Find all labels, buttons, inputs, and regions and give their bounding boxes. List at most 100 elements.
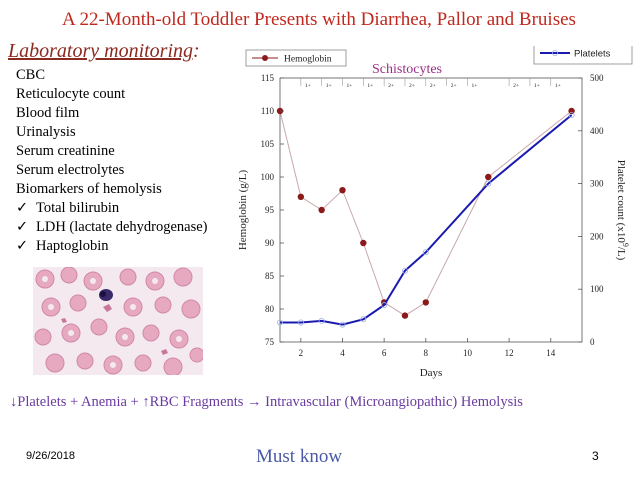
checkmark-icon: ✓: [16, 238, 29, 254]
lab-list-item: Biomarkers of hemolysis: [16, 180, 208, 199]
blood-smear-image: [33, 267, 203, 375]
y-left-tick-label: 105: [261, 139, 275, 149]
footer-note: Must know: [256, 446, 343, 467]
top-marker-label: 2+: [430, 83, 436, 89]
lab-list-item-text: Blood film: [16, 105, 80, 121]
hemoglobin-point: [401, 312, 409, 319]
y-left-tick-label: 110: [261, 106, 275, 116]
y-left-tick-label: 115: [261, 73, 275, 83]
y-right-tick-label: 0: [590, 337, 595, 347]
x-tick-label: 12: [505, 348, 514, 358]
lab-list-item-text: Total bilirubin: [36, 200, 120, 216]
x-tick-label: 14: [546, 348, 556, 358]
y-right-tick-label: 400: [590, 126, 604, 136]
summary-line: ↓Platelets + Anemia + ↑RBC Fragments → I…: [10, 394, 523, 410]
series-layer: [276, 107, 575, 328]
lab-list-item: Serum creatinine: [16, 142, 208, 161]
y-right-axis-label: Platelet count (x109/L): [615, 160, 630, 261]
top-marker-label: 1+: [347, 83, 353, 89]
legend-layer: Hemoglobin Platelets: [245, 46, 633, 67]
y-right-label-suffix: /L): [615, 247, 627, 261]
platelets-point: [360, 316, 367, 323]
platelets-point: [485, 180, 492, 187]
hemoglobin-point: [360, 239, 367, 247]
lab-list-item-text: CBC: [16, 67, 46, 83]
y-right-tick-label: 100: [590, 284, 604, 294]
y-left-tick-label: 100: [261, 172, 275, 182]
x-tick-label: 6: [382, 348, 387, 358]
top-marker-label: 1+: [472, 83, 478, 89]
lab-list-item: Serum electrolytes: [16, 161, 208, 180]
hemoglobin-point: [339, 187, 346, 194]
hemoglobin-line: [279, 110, 572, 317]
top-marker-label: 2+: [388, 83, 394, 89]
lab-list-item-text: Urinalysis: [16, 124, 76, 140]
lab-list-item-text: Serum creatinine: [16, 143, 115, 159]
lab-heading-colon: :: [193, 40, 200, 62]
top-marker-label: 1+: [555, 83, 561, 89]
hemoglobin-legend-label: Hemoglobin: [284, 55, 332, 65]
y-right-label-main: Platelet count (x10: [615, 160, 627, 244]
lab-list-item: ✓ LDH (lactate dehydrogenase): [16, 218, 208, 237]
checkmark-icon: ✓: [16, 219, 29, 235]
top-marker-label: 2+: [409, 83, 415, 89]
footer-date: 9/26/2018: [26, 450, 75, 462]
y-right-tick-label: 200: [590, 231, 604, 241]
x-tick-label: 10: [463, 348, 473, 358]
lab-list-item: ✓ Haptoglobin: [16, 237, 208, 256]
lab-list-item: Urinalysis: [16, 123, 208, 142]
y-left-tick-label: 95: [265, 205, 275, 215]
hemoglobin-legend-marker: [262, 55, 268, 61]
x-tick-label: 4: [340, 348, 345, 358]
lab-list-item-text: Reticulocyte count: [16, 86, 126, 102]
lab-heading: Laboratory monitoring:: [8, 40, 200, 63]
y-left-axis-label: Hemoglobin (g/L): [237, 169, 249, 250]
platelets-legend-label: Platelets: [574, 49, 611, 60]
hemoglobin-legend-box: [245, 49, 347, 67]
y-left-tick-label: 80: [265, 304, 275, 314]
checkmark-icon: ✓: [16, 200, 29, 216]
platelets-point: [277, 319, 284, 326]
hemoglobin-point: [422, 299, 429, 306]
platelets-point: [401, 267, 408, 274]
lab-list-item: Blood film: [16, 104, 208, 123]
lab-list-item: Reticulocyte count: [16, 85, 208, 104]
x-tick-label: 8: [424, 348, 429, 358]
platelets-point: [381, 302, 388, 309]
lab-list-item-text: Serum electrolytes: [16, 162, 125, 178]
y-right-tick-label: 300: [590, 179, 604, 189]
slide-number: 3: [592, 449, 599, 463]
chart: 1+ 1+ 1+ 1+ 2+ 2+ 2+ 2+ 1+ 2+ 1+ 1+ 2 4 6 8 10 12 14 75 80 8…: [237, 46, 633, 379]
schistocytes-label: Schistocytes: [372, 62, 442, 77]
x-axis-label: Days: [420, 367, 443, 379]
platelets-legend-box: [533, 46, 633, 65]
platelets-point: [318, 317, 325, 324]
top-marker-label: 1+: [534, 83, 540, 89]
lab-heading-text: Laboratory monitoring: [8, 40, 194, 62]
plot-frame-layer: [279, 77, 583, 343]
platelets-point: [339, 321, 346, 328]
hemoglobin-point: [485, 173, 492, 181]
slide-title: A 22-Month-old Toddler Presents with Dia…: [62, 9, 576, 30]
top-markers-layer: 1+ 1+ 1+ 1+ 2+ 2+ 2+ 2+ 1+ 2+ 1+ 1+: [300, 78, 561, 89]
y-left-tick-label: 90: [265, 238, 275, 248]
top-marker-label: 2+: [451, 83, 457, 89]
top-marker-label: 1+: [367, 83, 373, 89]
platelets-line: [280, 114, 573, 326]
lab-list-item-text: Biomarkers of hemolysis: [16, 181, 162, 197]
top-marker-label: 1+: [326, 83, 332, 89]
axis-layer: 2 4 6 8 10 12 14 75 80 85 90 95 100 105 110 115 0 100 200 3…: [237, 73, 630, 379]
platelets-point: [422, 249, 429, 256]
top-marker-label: 2+: [513, 83, 519, 89]
lab-list-item: ✓ Total bilirubin: [16, 199, 208, 218]
lab-list-item-text: Haptoglobin: [36, 238, 109, 254]
platelets-point: [297, 319, 304, 326]
y-right-tick-label: 500: [590, 73, 604, 83]
lab-list-item: CBC: [16, 66, 208, 85]
lab-list-item-text: LDH (lactate dehydrogenase): [36, 219, 208, 235]
hemoglobin-point: [318, 206, 325, 214]
y-left-tick-label: 75: [265, 337, 275, 347]
x-tick-label: 2: [299, 348, 304, 358]
hemoglobin-point: [297, 193, 305, 200]
plot-frame: [279, 77, 583, 343]
